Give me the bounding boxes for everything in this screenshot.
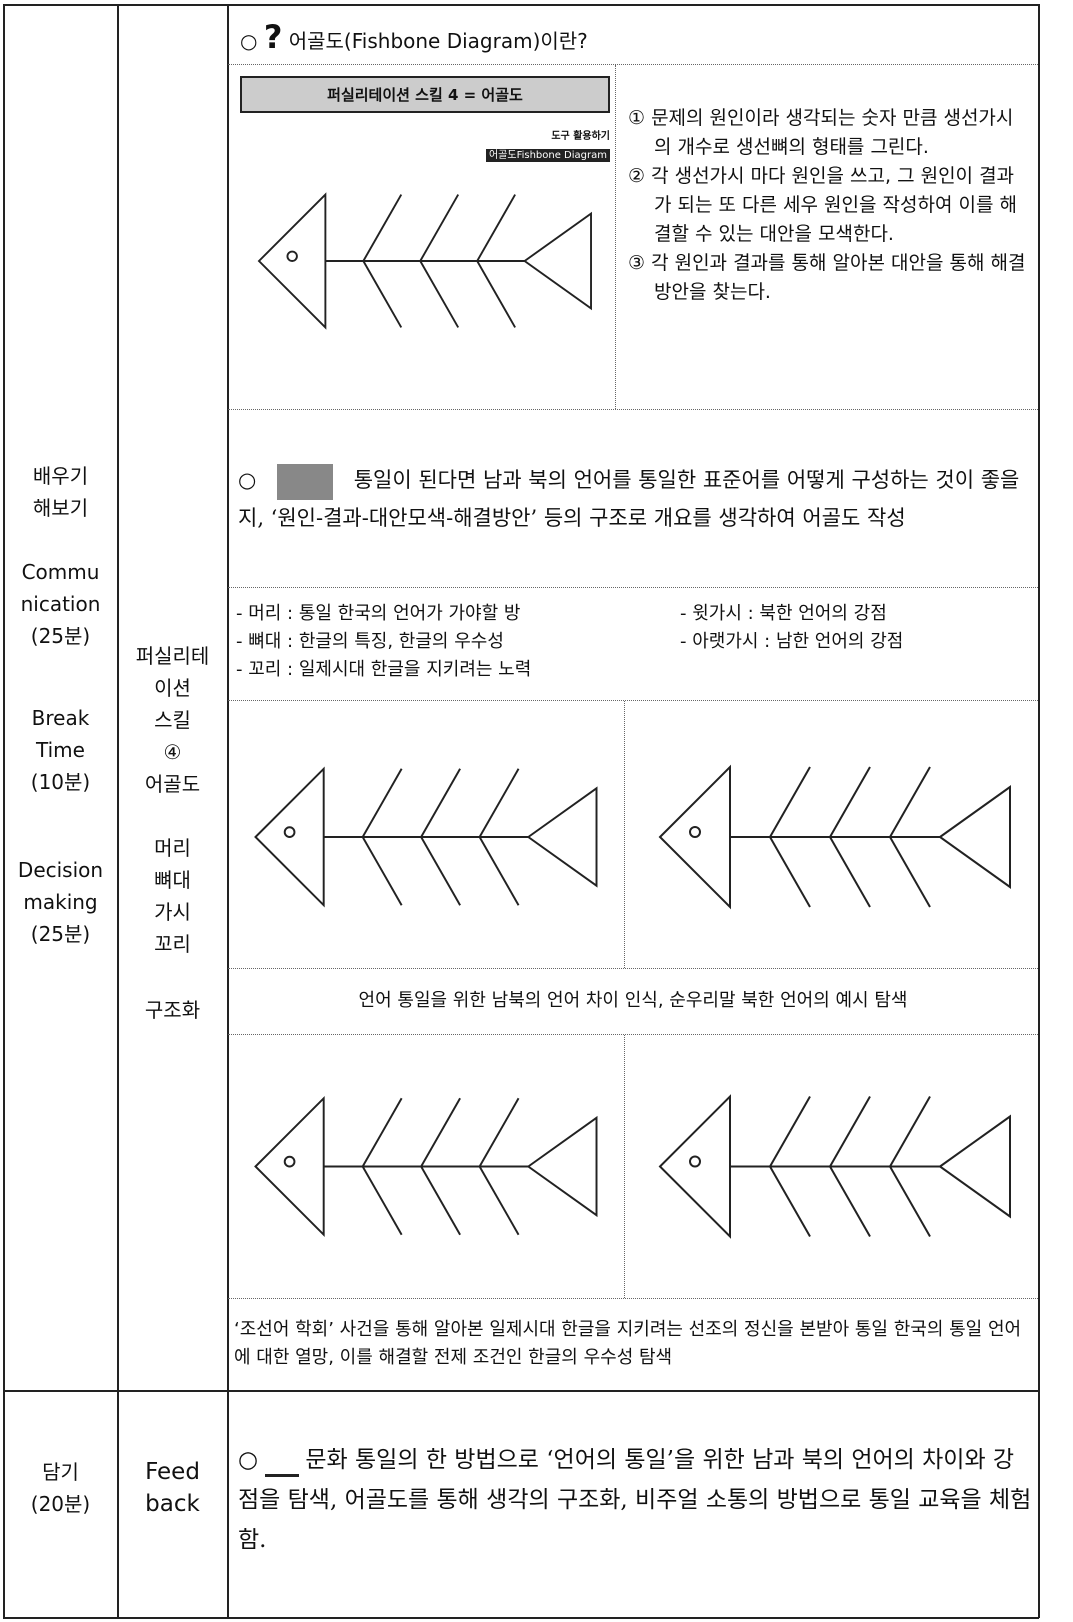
text: making	[23, 890, 98, 914]
summary: ‘조선어 학회’ 사건을 통해 알아본 일제시대 한글을 지키려는 선조의 정신…	[234, 1319, 1022, 1368]
stage: 담기 (20분)	[4, 1456, 117, 1520]
text: 어골도(Fishbone Diagram)이란?	[288, 29, 588, 53]
text: Time	[36, 738, 85, 762]
text: nication	[20, 592, 101, 616]
text: 이션	[154, 676, 191, 700]
text: (10분)	[30, 770, 91, 794]
inset-image: 퍼실리테이션 스킬 4 = 어골도 도구 활용하기 어골도Fishbone Di…	[240, 76, 610, 401]
text: - 꼬리 : 일제시대 한글을 지키려는 노력	[236, 659, 532, 680]
text: 어골도	[144, 772, 201, 796]
text: 구조화	[144, 998, 201, 1022]
structure: - 머리 : 통일 한국의 언어가 가야할 방 - 뼈대 : 한글의 특징, 한글…	[236, 600, 531, 684]
step: ② 각 생선가시 마다 원인을 쓰고, 그 원인이 결과가 되는 또 다른 세우…	[628, 165, 1017, 245]
step: ① 문제의 원인이라 생각되는 숫자 만큼 생선가시의 개수로 생선뼈의 형태를…	[628, 107, 1014, 158]
stage: Break Time (10분)	[4, 702, 117, 798]
method: 구조화	[118, 994, 227, 1026]
intro: ○ 통일이 된다면 남과 북의 언어를 통일한 표준어를 어떻게 구성하는 것이…	[238, 462, 1030, 536]
text: Decision	[17, 858, 104, 882]
student-drawing	[254, 1097, 598, 1236]
text: 꼬리	[154, 932, 191, 956]
steps: ① 문제의 원인이라 생각되는 숫자 만큼 생선가시의 개수로 생선뼈의 형태를…	[628, 104, 1030, 307]
text: 머리	[154, 836, 191, 860]
stage: Decision making (25분)	[4, 854, 117, 950]
text: Commu	[21, 560, 100, 584]
text: 스킬	[154, 708, 191, 732]
student-drawing	[254, 767, 598, 907]
text: - 뼈대 : 한글의 특징, 한글의 우수성	[236, 631, 504, 652]
heading: ○ ? 어골도(Fishbone Diagram)이란?	[240, 18, 588, 56]
text: back	[145, 1491, 200, 1517]
student-drawing	[659, 766, 1011, 908]
text: - 머리 : 통일 한국의 언어가 가야할 방	[236, 603, 521, 624]
text: Break	[31, 706, 90, 730]
structure: - 윗가시 : 북한 언어의 강점 - 아랫가시 : 남한 언어의 강점	[680, 600, 903, 656]
text: 뼈대	[154, 868, 191, 892]
text: Feed	[145, 1459, 200, 1485]
method: Feed back	[118, 1456, 227, 1520]
text: (20분)	[30, 1492, 91, 1516]
caption: 언어 통일을 위한 남북의 언어 차이 인식, 순우리말 북한 언어의 예시 탐…	[358, 990, 908, 1011]
text: - 아랫가시 : 남한 언어의 강점	[680, 631, 904, 652]
text: ④	[163, 740, 182, 764]
text: (25분)	[30, 922, 91, 946]
text: (25분)	[30, 624, 91, 648]
inset-tag: 도구 활용하기	[551, 131, 610, 142]
text: 문화 통일의 한 방법으로 ‘언어의 통일’을 위한 남과 북의 언어의 차이와…	[238, 1447, 1032, 1553]
student-drawing	[659, 1095, 1011, 1238]
fishbone	[258, 193, 592, 329]
inset-subtitle: 어골도Fishbone Diagram	[485, 149, 610, 162]
text: 담기	[42, 1460, 79, 1484]
text: - 윗가시 : 북한 언어의 강점	[680, 603, 887, 624]
inset-title: 퍼실리테이션 스킬 4 = 어골도	[240, 76, 610, 113]
text: 통일이 된다면 남과 북의 언어를 통일한 표준어를 어떻게 구성하는 것이 좋…	[238, 468, 1020, 530]
text: 해보기	[32, 496, 89, 520]
text: 배우기	[32, 464, 89, 488]
text: 가시	[154, 900, 191, 924]
stage: Commu nication (25분)	[4, 556, 117, 652]
feedback-text: ○ 문화 통일의 한 방법으로 ‘언어의 통일’을 위한 남과 북의 언어의 차…	[238, 1447, 1032, 1553]
text: 퍼실리테	[135, 644, 210, 668]
step: ③ 각 원인과 결과를 통해 알아본 대안을 통해 해결방안을 찾는다.	[628, 252, 1026, 303]
